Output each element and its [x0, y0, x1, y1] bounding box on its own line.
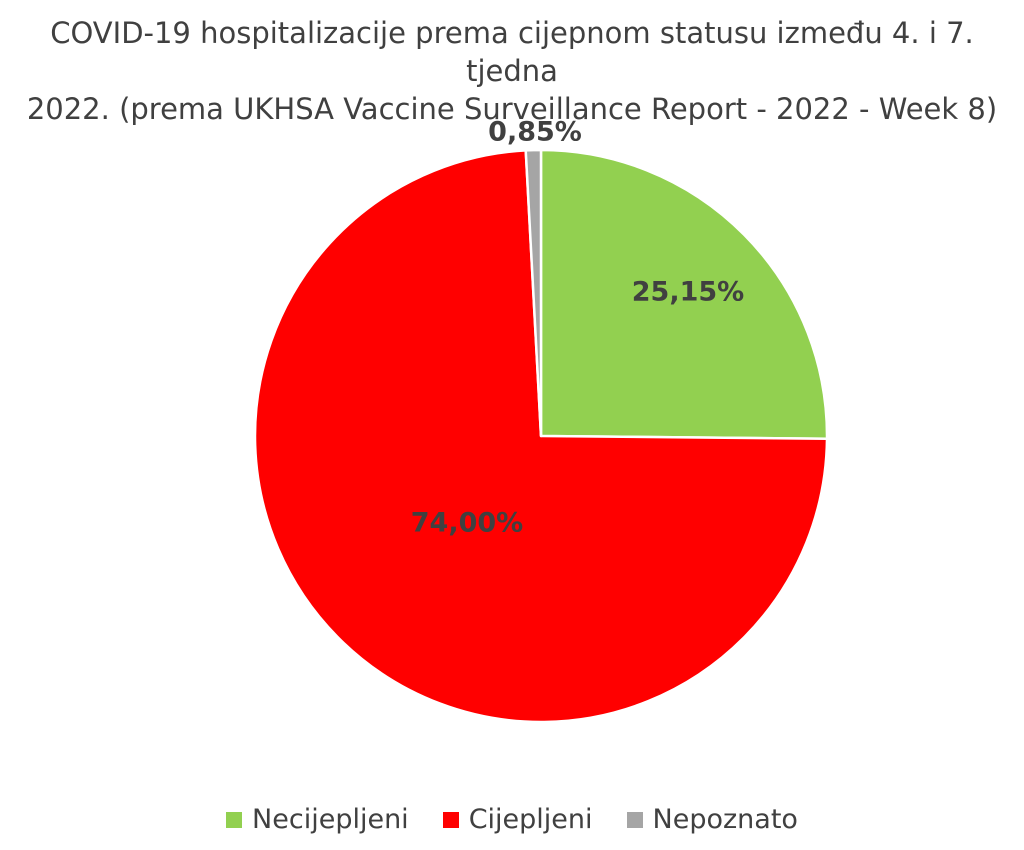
pie-slice-nepoznato [524, 148, 543, 438]
legend-item-necijepljeni: Necijepljeni [226, 804, 409, 835]
data-label-necijepljeni: 25,15% [632, 277, 744, 308]
chart-title-line-2: 2022. (prema UKHSA Vaccine Surveillance … [26, 92, 998, 126]
legend-label-necijepljeni: Necijepljeni [252, 804, 409, 835]
chart-title-line-1: COVID-19 hospitalizacije prema cijepnom … [50, 16, 974, 88]
pie-slice-necijepljeni [539, 148, 829, 440]
chart-title: COVID-19 hospitalizacije prema cijepnom … [0, 14, 1024, 128]
legend-item-cijepljeni: Cijepljeni [442, 804, 593, 835]
data-label-nepoznato: 0,85% [488, 117, 582, 148]
legend-swatch-cijepljeni [442, 811, 459, 828]
legend-swatch-necijepljeni [226, 811, 243, 828]
legend-item-nepoznato: Nepoznato [626, 804, 798, 835]
data-label-cijepljeni: 74,00% [411, 508, 523, 539]
legend-label-nepoznato: Nepoznato [652, 804, 798, 835]
legend: Necijepljeni Cijepljeni Nepoznato [0, 804, 1024, 835]
legend-label-cijepljeni: Cijepljeni [468, 804, 593, 835]
legend-swatch-nepoznato [626, 811, 643, 828]
